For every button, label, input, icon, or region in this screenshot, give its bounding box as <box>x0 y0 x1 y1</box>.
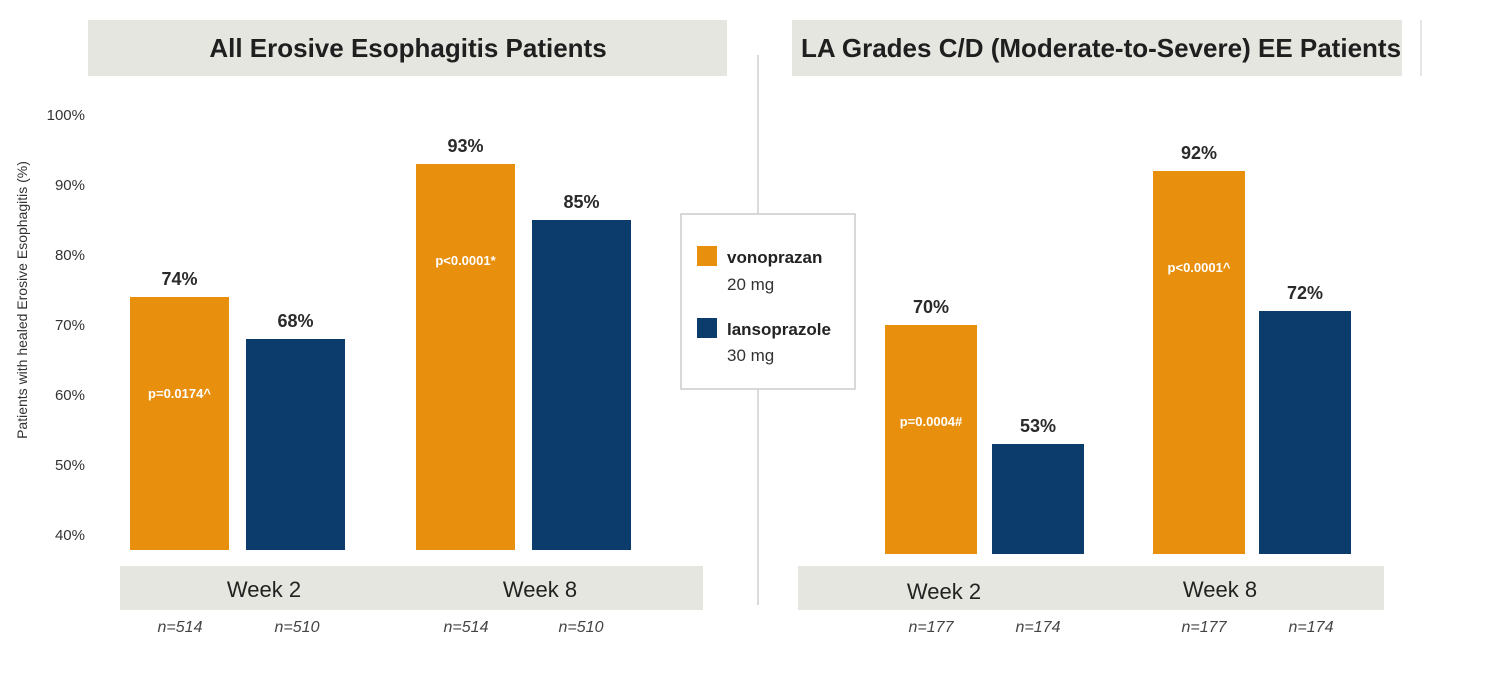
bar-value-label: 93% <box>447 136 483 156</box>
n-label: n=174 <box>1016 619 1061 636</box>
y-tick-label: 40% <box>55 527 85 544</box>
p-value-label: p=0.0174^ <box>148 386 211 401</box>
left-title-band <box>88 20 727 76</box>
n-label: n=514 <box>444 619 489 636</box>
bar-vonoprazan <box>130 297 229 550</box>
bar-vonoprazan <box>416 164 515 550</box>
n-label: n=174 <box>1289 619 1334 636</box>
left-panel-title: All Erosive Esophagitis Patients <box>209 33 606 63</box>
right-panel-title: LA Grades C/D (Moderate-to-Severe) EE Pa… <box>801 33 1401 63</box>
legend-swatch-vonoprazan <box>697 246 717 266</box>
legend-dose-vonoprazan: 20 mg <box>727 275 774 294</box>
y-tick-label: 60% <box>55 387 85 404</box>
left-category-label-week2: Week 2 <box>227 577 301 602</box>
y-tick-label: 80% <box>55 247 85 264</box>
p-value-label: p<0.0001^ <box>1168 260 1231 275</box>
n-label: n=514 <box>158 619 203 636</box>
bar-value-label: 68% <box>277 311 313 331</box>
n-label: n=177 <box>1182 619 1228 636</box>
bar-lansoprazole <box>532 220 631 550</box>
bar-value-label: 70% <box>913 297 949 317</box>
y-axis-title: Patients with healed Erosive Esophagitis… <box>14 161 30 439</box>
y-tick-label: 70% <box>55 317 85 334</box>
n-label: n=510 <box>559 619 604 636</box>
y-tick-label: 50% <box>55 457 85 474</box>
n-label: n=510 <box>275 619 320 636</box>
left-category-label-week8: Week 8 <box>503 577 577 602</box>
legend-dose-lansoprazole: 30 mg <box>727 346 774 365</box>
n-label: n=177 <box>909 619 955 636</box>
legend-label-lansoprazole: lansoprazole <box>727 320 831 339</box>
y-tick-label: 90% <box>55 177 85 194</box>
bar-value-label: 72% <box>1287 283 1323 303</box>
bar-vonoprazan <box>885 325 977 554</box>
legend-box <box>680 213 856 390</box>
bar-value-label: 92% <box>1181 143 1217 163</box>
left-category-band <box>120 566 703 610</box>
legend-swatch-lansoprazole <box>697 318 717 338</box>
right-title-band <box>792 20 1402 76</box>
right-category-label-week8: Week 8 <box>1183 577 1257 602</box>
right-category-label-week2: Week 2 <box>907 579 981 604</box>
bar-value-label: 85% <box>563 192 599 212</box>
bar-lansoprazole <box>246 339 345 550</box>
bar-lansoprazole <box>1259 311 1351 554</box>
p-value-label: p<0.0001* <box>435 253 496 268</box>
legend-label-vonoprazan: vonoprazan <box>727 248 822 267</box>
p-value-label: p=0.0004# <box>900 414 963 429</box>
bar-value-label: 74% <box>161 269 197 289</box>
bar-value-label: 53% <box>1020 416 1056 436</box>
y-tick-label: 100% <box>47 107 85 124</box>
bar-vonoprazan <box>1153 171 1245 554</box>
right-category-band <box>798 566 1384 610</box>
bar-lansoprazole <box>992 444 1084 554</box>
